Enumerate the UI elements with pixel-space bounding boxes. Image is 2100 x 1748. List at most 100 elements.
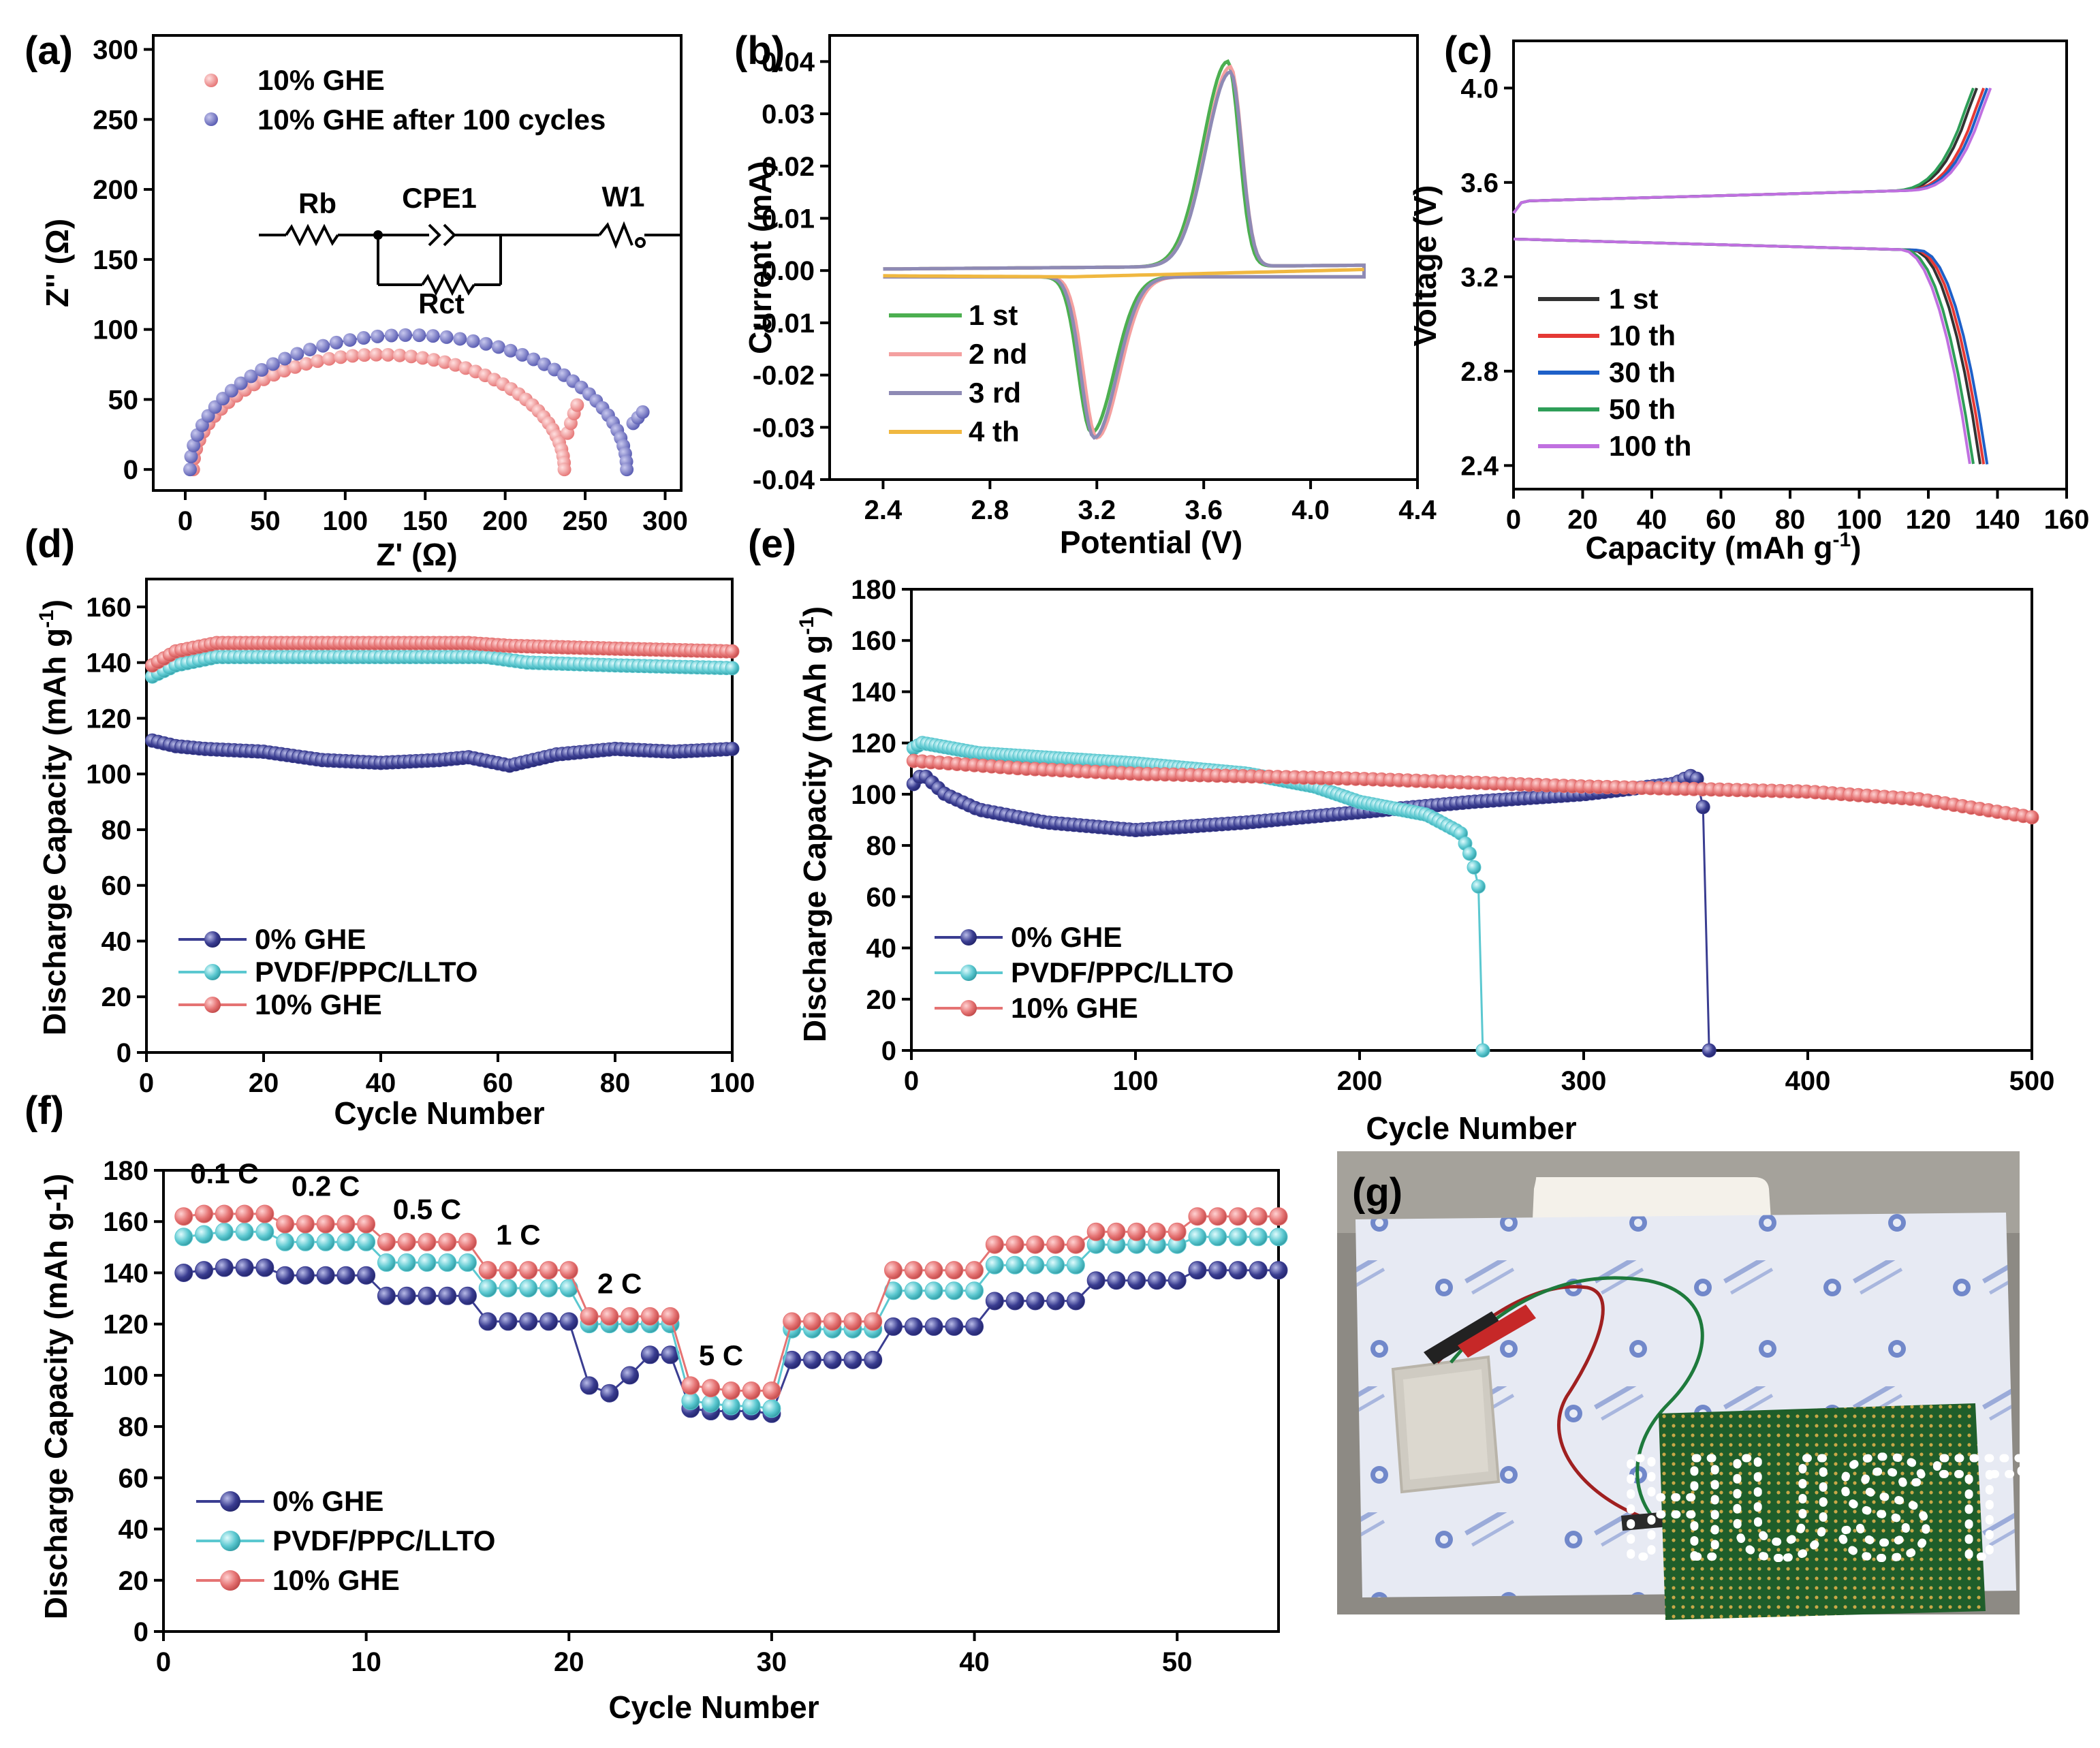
series-point-1: [377, 1253, 396, 1272]
series-point-2: [762, 1381, 781, 1400]
series-point-0: [519, 1312, 538, 1331]
series-point-1: [985, 1255, 1004, 1275]
series-point-0: [640, 1345, 659, 1364]
series-point-2: [478, 1261, 497, 1280]
y-tick-label: 80: [866, 831, 897, 861]
series-point-1: [1005, 1255, 1024, 1275]
circuit-w-label: W1: [602, 181, 645, 213]
panel-f-xlabel: Cycle Number: [608, 1689, 819, 1725]
series-point-2: [255, 1204, 275, 1223]
nyquist-point-1: [537, 357, 552, 371]
series-point-0: [215, 1258, 234, 1277]
panel-a-ylabel: Z'' (Ω): [40, 219, 75, 307]
nyquist-point-1: [290, 347, 304, 361]
rate-label-1: 0.2 C: [292, 1170, 360, 1202]
y-tick-label: 140: [851, 677, 896, 707]
panel-f-label: (f): [25, 1089, 64, 1133]
panel-f-ylabel: Discharge Capacity (mAh g-1): [38, 1174, 74, 1619]
x-tick-label: 3.6: [1185, 495, 1223, 525]
y-tick-label: 50: [108, 385, 139, 415]
panel-b-ylabel: Current (mA): [742, 161, 778, 354]
legend-marker-1: [220, 1531, 240, 1551]
rate-label-2: 0.5 C: [393, 1193, 461, 1225]
y-tick-label: 150: [93, 245, 138, 275]
legend-label-2: 3 rd: [969, 377, 1021, 409]
nyquist-point-1: [266, 357, 280, 371]
series-point-0: [1066, 1292, 1085, 1311]
series-point-0: [1208, 1261, 1227, 1280]
nyquist-point-1: [426, 329, 440, 343]
nyquist-point-1: [371, 329, 385, 343]
legend-label-10-ghe: 10% GHE: [257, 64, 385, 96]
panel-e: (e) 0 100 200 300 400 500 0 20 40 60 80 100 120 140 16…: [748, 522, 2054, 1146]
series-point-2: [458, 1232, 477, 1251]
y-tick-label: 250: [93, 105, 138, 135]
series-point-1: [1471, 879, 1486, 894]
series-point-0: [843, 1350, 862, 1369]
series-point-2: [1208, 1207, 1227, 1226]
x-tick-label: 0: [139, 1068, 154, 1098]
cv-curve-2: [883, 69, 1366, 440]
series-point-1: [357, 1232, 376, 1251]
panel-c: (c) 0 20 40 60 80 100 120 140 160 2.4 2.8 3.2 3.6 4.0…: [1407, 29, 2089, 565]
series-point-2: [235, 1204, 254, 1223]
legend-label-1: 10 th: [1609, 319, 1676, 352]
panel-b-label: (b): [734, 29, 785, 73]
series-point-2: [559, 1261, 578, 1280]
series-point-0: [945, 1317, 964, 1336]
cv-curve-0: [883, 59, 1366, 435]
x-tick-label: 0: [1506, 505, 1521, 535]
x-tick-label: 120: [1906, 505, 1952, 535]
series-point-2: [945, 1261, 964, 1280]
series-point-1: [1066, 1255, 1085, 1275]
series-point-0: [1127, 1271, 1146, 1290]
series-point-0: [1005, 1292, 1024, 1311]
photo-wire-red: [1436, 1285, 1649, 1521]
y-tick-label: 80: [119, 1412, 149, 1442]
series-point-0: [559, 1312, 578, 1331]
series-point-0: [965, 1317, 984, 1336]
photo-clip-red: [1458, 1305, 1536, 1358]
nyquist-point-1: [329, 335, 343, 349]
y-tick-label: 160: [86, 593, 131, 623]
x-tick-label: 40: [1637, 505, 1667, 535]
photo-clip-black: [1424, 1311, 1502, 1364]
series-point-0: [235, 1258, 254, 1277]
series-point-1: [965, 1281, 984, 1300]
series-point-1: [945, 1281, 964, 1300]
legend-marker-10-ghe: [204, 74, 218, 87]
series-point-2: [215, 1204, 234, 1223]
nyquist-point-1: [503, 343, 518, 358]
series-point-2: [1147, 1222, 1166, 1241]
nyquist-point-1: [343, 333, 357, 347]
discharge-curve-2: [1513, 237, 1989, 465]
series-point-1: [499, 1279, 518, 1298]
x-tick-label: 20: [554, 1647, 584, 1677]
series-point-2: [600, 1307, 619, 1326]
x-tick-label: 60: [483, 1068, 514, 1098]
y-tick-label: 0: [881, 1036, 896, 1066]
series-point-2: [1249, 1207, 1268, 1226]
series-point-1: [276, 1232, 295, 1251]
nyquist-point-1: [527, 352, 541, 366]
series-point-2: [802, 1312, 821, 1331]
panel-e-xlabel: Cycle Number: [1366, 1110, 1576, 1146]
series-point-1: [1208, 1228, 1227, 1247]
series-point-1: [296, 1232, 315, 1251]
nyquist-point-1: [491, 340, 505, 354]
x-tick-label: 2.8: [971, 495, 1009, 525]
legend-marker-2: [204, 997, 221, 1013]
y-tick-label: 20: [101, 982, 132, 1012]
series-point-0: [904, 1317, 923, 1336]
panel-c-xlabel: Capacity (mAh g-1): [1586, 529, 1862, 565]
series-point-1: [336, 1232, 356, 1251]
y-tick-label: 140: [86, 649, 131, 678]
nyquist-point-1: [302, 343, 317, 357]
series-line-1: [913, 742, 1484, 1051]
series-point-2: [174, 1207, 193, 1226]
x-tick-label: 20: [249, 1068, 279, 1098]
x-tick-label: 300: [642, 506, 688, 536]
series-point-2: [1269, 1207, 1288, 1226]
series-point-1: [316, 1232, 335, 1251]
